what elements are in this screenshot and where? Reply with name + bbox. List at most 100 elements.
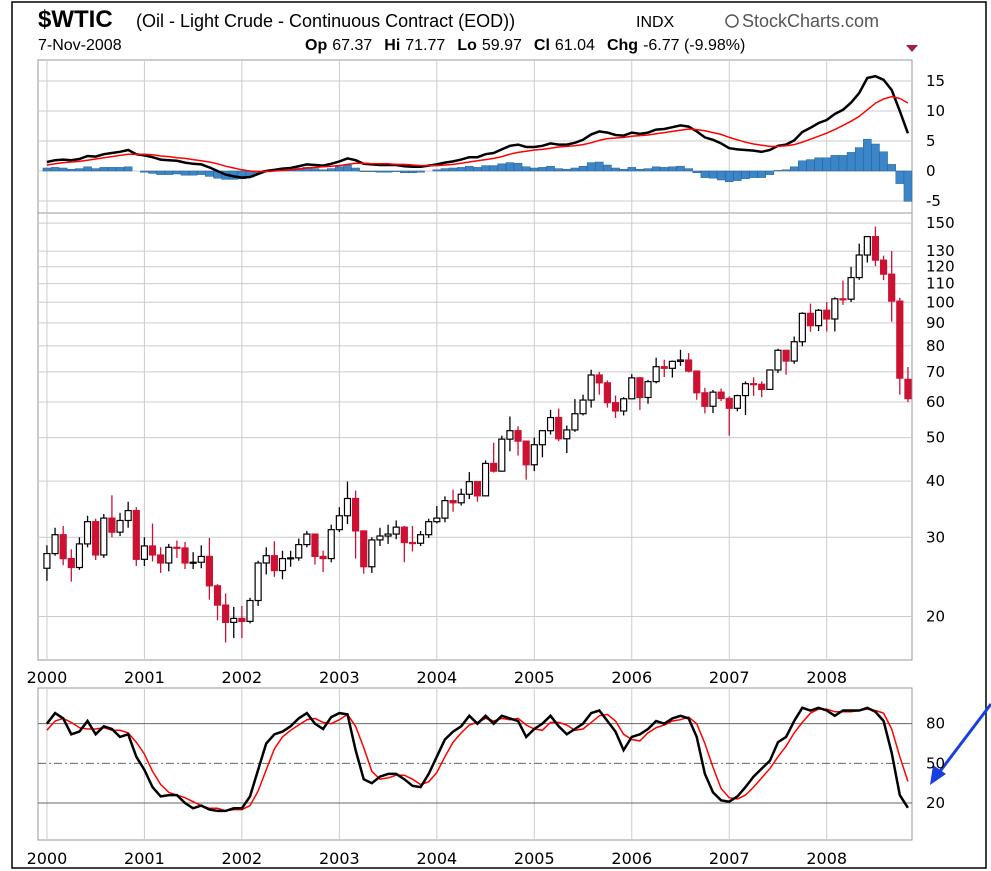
histogram-bar <box>635 168 645 172</box>
histogram-bar <box>554 168 563 172</box>
histogram-bar <box>854 147 864 172</box>
candle-body <box>319 555 327 560</box>
candle-body <box>457 493 465 504</box>
quote-label: Chg <box>607 37 638 54</box>
candle-body <box>384 533 392 537</box>
candle-body <box>709 391 717 407</box>
candle-body <box>205 555 213 587</box>
y-tick-label: -5 <box>926 192 941 210</box>
candle-body <box>327 529 335 560</box>
candle-body <box>148 545 157 556</box>
candle-body <box>157 554 165 564</box>
annotation-arrowhead <box>930 765 946 785</box>
x-tick-label: 2001 <box>124 849 165 868</box>
histogram-bar <box>497 163 507 172</box>
y-tick-label: 50 <box>926 429 945 447</box>
histogram-bar <box>383 170 393 173</box>
candle-body <box>879 259 888 275</box>
candle-body <box>173 546 181 549</box>
y-tick-label: 150 <box>926 214 955 232</box>
histogram-bar <box>140 170 149 173</box>
histogram-bar <box>489 165 498 172</box>
y-tick-label: 40 <box>926 472 945 490</box>
source: StockCharts.com <box>742 11 879 31</box>
candle-body <box>628 377 636 400</box>
candle-body <box>660 366 668 369</box>
x-tick-label: 2007 <box>709 849 750 868</box>
quote-label: Hi <box>384 37 400 54</box>
candle-body <box>603 382 611 404</box>
histogram-bar <box>188 170 198 176</box>
histogram-bar <box>546 165 555 172</box>
histogram-bar <box>660 167 669 172</box>
histogram-bar <box>871 143 880 172</box>
candle-body <box>530 444 538 466</box>
histogram-bar <box>603 164 612 172</box>
histogram-bar <box>724 170 734 183</box>
candle-body <box>392 526 400 535</box>
quote-label: Op <box>305 37 327 54</box>
candle-body <box>766 369 774 391</box>
candle-body <box>863 236 871 256</box>
quote-value: 71.77 <box>405 37 445 54</box>
histogram-bar <box>814 157 823 172</box>
candle-body <box>473 481 482 497</box>
histogram-bar <box>75 168 84 172</box>
candle-body <box>465 481 473 495</box>
quote-value: 59.97 <box>482 37 522 54</box>
candle-body <box>579 399 587 415</box>
candle-body <box>270 555 278 572</box>
histogram-bar <box>465 165 474 172</box>
panel: 2000 2001 2002 2003 2004 2005 2006 2007 2008 20 50… <box>27 687 945 868</box>
candle-body <box>668 360 676 369</box>
candle-body <box>595 374 603 384</box>
histogram-bar <box>887 164 896 172</box>
candle-body <box>904 378 912 400</box>
y-tick-label: 70 <box>926 363 945 381</box>
histogram-bar <box>757 170 766 178</box>
candle-body <box>855 254 863 279</box>
histogram-bar <box>448 167 458 172</box>
copyright-icon <box>725 14 739 28</box>
candle-body <box>774 349 782 371</box>
histogram-bar <box>708 170 718 179</box>
symbol: $WTIC <box>38 6 113 33</box>
histogram-bar <box>863 138 872 172</box>
histogram-bar <box>879 151 888 172</box>
y-tick-label: 90 <box>926 314 945 332</box>
y-tick-label: 120 <box>926 258 955 276</box>
instrument-name: (Oil - Light Crude - Continuous Contract… <box>136 11 515 31</box>
y-tick-label: 60 <box>926 393 945 411</box>
y-tick-label: 20 <box>926 794 945 812</box>
candle-body <box>693 370 701 394</box>
candle-body <box>108 517 116 533</box>
histogram-bar <box>838 155 848 172</box>
panel-frame <box>37 212 913 661</box>
histogram-bar <box>789 166 799 172</box>
candle-body <box>425 521 433 536</box>
quote-value: -6.77 (-9.98%) <box>643 37 745 54</box>
histogram-bar <box>676 165 685 172</box>
histogram-bar <box>749 170 758 178</box>
candle-body <box>295 543 303 559</box>
histogram-bar <box>822 157 831 172</box>
candle-body <box>814 309 823 327</box>
y-tick-label: 20 <box>926 607 945 625</box>
histogram-bar <box>335 166 344 172</box>
x-tick-label: 2007 <box>709 668 750 687</box>
candle-body <box>831 298 839 320</box>
candle-body <box>823 309 831 320</box>
candle-body <box>449 500 457 504</box>
histogram-bar <box>700 170 710 178</box>
candle-body <box>555 416 563 440</box>
panel: 2000 2001 2002 2003 2004 2005 2006 2007 2008 20 30… <box>27 212 955 687</box>
histogram-bar <box>83 166 92 172</box>
y-tick-label: 80 <box>926 337 945 355</box>
candle-body <box>67 557 75 569</box>
x-tick-label: 2004 <box>416 668 457 687</box>
histogram-bar <box>798 160 807 172</box>
candle-body <box>620 398 628 412</box>
histogram-bar <box>391 170 401 172</box>
x-tick-label: 2002 <box>222 668 263 687</box>
candle-body <box>197 555 205 563</box>
